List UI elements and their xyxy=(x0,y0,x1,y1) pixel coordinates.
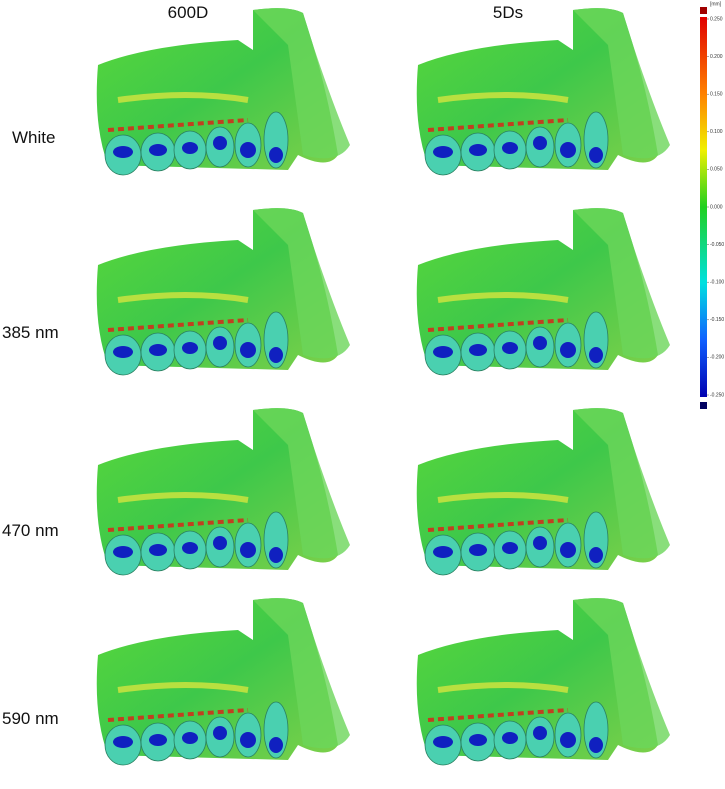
row-label: White xyxy=(12,128,55,147)
colorbar-tick-label: 0.200 xyxy=(710,54,723,60)
column-header: 600D xyxy=(168,3,209,22)
column-header: 5Ds xyxy=(493,3,523,22)
colorbar-tick-label: 0.100 xyxy=(710,129,723,135)
scan-image xyxy=(417,598,670,765)
scans xyxy=(97,8,670,765)
colorbar-tick-label: -0.050 xyxy=(710,242,724,248)
colorbar-tick-label: 0.150 xyxy=(710,92,723,98)
colorbar-tick-label: -0.250 xyxy=(710,392,724,398)
row-label: 590 nm xyxy=(2,709,59,728)
scan-image xyxy=(97,8,350,175)
colorbar-tick-label: -0.100 xyxy=(710,280,724,286)
colorbar xyxy=(700,17,707,397)
scan-image xyxy=(417,408,670,575)
scan-image xyxy=(97,408,350,575)
colorbar-tick-label: -0.200 xyxy=(710,355,724,361)
under-swatch xyxy=(700,402,707,409)
scan-image xyxy=(417,8,670,175)
scan-image xyxy=(417,208,670,375)
colorbar-unit: [mm] xyxy=(710,1,722,7)
over-swatch xyxy=(700,7,707,14)
colorbar-tick-label: -0.150 xyxy=(710,317,724,323)
row-label: 385 nm xyxy=(2,323,59,342)
colorbar-tick-label: 0.050 xyxy=(710,167,723,173)
scan-image xyxy=(97,598,350,765)
scan-image xyxy=(97,208,350,375)
colorbar-tick-label: 0.250 xyxy=(710,16,723,22)
colorbar-tick-label: 0.000 xyxy=(710,204,723,210)
row-label: 470 nm xyxy=(2,521,59,540)
